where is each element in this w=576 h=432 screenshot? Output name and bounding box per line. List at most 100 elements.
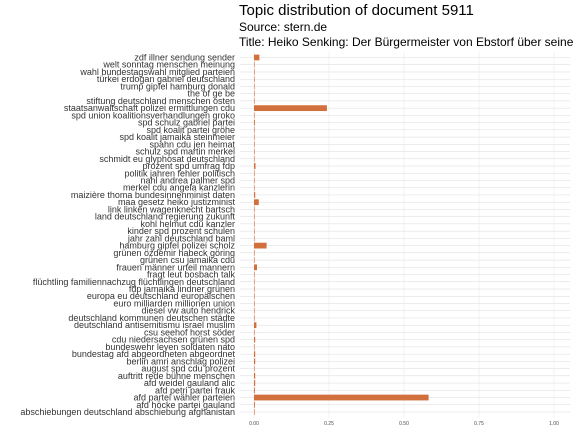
- y-tick-label: schmidt eu glyphosat deutschland: [99, 154, 235, 164]
- y-tick-label: europa eu deutschland europäischen: [87, 291, 235, 301]
- bar: [254, 228, 255, 235]
- grid-lines: [240, 51, 570, 418]
- y-tick-label: diesel vw auto hendrick: [141, 306, 235, 316]
- y-tick-label: spd schulz gabriel partei: [138, 118, 235, 128]
- y-tick-label: august spd cdu prozent: [141, 364, 235, 374]
- chart-titles: Topic distribution of document 5911 Sour…: [239, 2, 576, 50]
- bar: [254, 293, 255, 300]
- y-tick-label: spd koalit jamaika steinmeier: [119, 132, 235, 142]
- bar: [254, 365, 255, 372]
- bar: [254, 286, 255, 292]
- y-tick-label: prozent spd umfrag fdp: [142, 161, 235, 171]
- bar: [254, 322, 257, 329]
- bar: [254, 372, 256, 379]
- y-tick-label: jahr zahl deutschland baml: [127, 233, 235, 243]
- y-tick-label: abschiebungen deutschland abschiebung af…: [20, 407, 235, 417]
- bar: [254, 264, 257, 271]
- y-tick-label: auftritt rede bühne menschen: [118, 371, 235, 381]
- bar: [254, 126, 255, 133]
- x-tick-label: 0.25: [324, 421, 334, 427]
- bar: [254, 387, 255, 394]
- y-tick-label: maizière thoma bundesinnenminist daten: [71, 190, 235, 200]
- bar: [254, 242, 267, 249]
- y-tick-label: zdf illner sendung sender: [134, 53, 235, 63]
- bar: [254, 307, 255, 314]
- bar: [254, 343, 255, 350]
- chart-title: Topic distribution of document 5911: [239, 2, 474, 19]
- bar: [254, 90, 255, 97]
- y-tick-label: bundestag afd abgeordneten abgeordnet: [72, 349, 236, 359]
- y-tick-label: türkei erdogan gabriel deutschland: [97, 74, 235, 84]
- y-tick-label: politik jahren fehler politisch: [124, 168, 235, 178]
- y-tick-label: bundeswehr leyen soldaten nato: [105, 342, 235, 352]
- y-tick-label: merkel cdu angela kanzlerin: [123, 183, 235, 193]
- y-tick-label: trump gipfel hamburg donald: [120, 81, 235, 91]
- y-tick-label: hamburg gipfel polizei scholz: [119, 241, 235, 251]
- y-tick-label: stiftung deutschland menschen osten: [86, 96, 235, 106]
- y-tick-label: land deutschland regierung zukunft: [95, 212, 236, 222]
- y-tick-label: deutschland kommunen deutschen städte: [68, 313, 235, 323]
- chart-subtitle-source: Source: stern.de: [239, 20, 328, 34]
- bar: [254, 105, 327, 112]
- y-tick-label: staatsanwaltschaft polizei ermittlungen …: [64, 103, 235, 113]
- bar: [254, 170, 255, 177]
- bar: [254, 163, 256, 169]
- bar: [254, 69, 255, 75]
- y-tick-label: kinder spd prozent schulen: [127, 226, 235, 236]
- y-tick-label: grünen csu jamaika cdu: [140, 255, 235, 265]
- bar: [254, 380, 256, 386]
- bar: [254, 351, 256, 358]
- y-tick-label: grünen özdemir habeck göring: [113, 248, 235, 258]
- bar: [254, 300, 255, 307]
- x-axis-labels: 0.00 0.25 0.50 0.75 1.00: [249, 421, 559, 427]
- bar: [254, 329, 255, 336]
- bar: [254, 257, 255, 263]
- y-tick-label: euro milliarden millionen union: [113, 298, 235, 308]
- y-tick-label: welt sonntag menschen meinung: [102, 60, 235, 70]
- x-tick-label: 0.75: [474, 421, 484, 427]
- y-tick-label: csu seehof horst söder: [144, 327, 235, 337]
- bar: [254, 83, 255, 90]
- bar: [254, 119, 255, 126]
- y-tick-label: nahl andrea palmer spd: [140, 175, 235, 185]
- y-tick-label: kohl helmut cdu kanzler: [140, 219, 235, 229]
- x-tick-label: 1.00: [549, 421, 559, 427]
- bar: [254, 235, 255, 242]
- y-tick-label: spahn cdu jen heimat: [149, 139, 235, 149]
- bar: [254, 141, 255, 148]
- y-tick-label: afd partei wähler parteien: [133, 393, 235, 403]
- bar: [254, 98, 255, 104]
- chart-subtitle-title: Title: Heiko Senking: Der Bürgermeister …: [239, 35, 574, 49]
- y-tick-label: wahl bundestagswahl mitglied parteien: [79, 67, 235, 77]
- y-tick-label: fdp jamaika lindner grünen: [129, 284, 235, 294]
- bar: [254, 112, 255, 119]
- y-tick-label: the of ge be: [187, 89, 235, 99]
- bar: [254, 206, 255, 213]
- y-tick-label: spd koalit partei gröhe: [146, 125, 235, 135]
- bar: [254, 134, 255, 140]
- bar: [254, 394, 429, 401]
- y-tick-label: afd weidel gauland alic: [144, 378, 236, 388]
- bar: [254, 155, 255, 162]
- x-tick-label: 0.00: [249, 421, 259, 427]
- bar: [254, 184, 255, 191]
- y-tick-label: fragt leut bosbach talk: [147, 270, 236, 280]
- y-tick-label: flüchtling familiennachzug flüchtlingen …: [33, 277, 235, 287]
- y-tick-label: afd höcke partei gauland: [136, 400, 235, 410]
- y-tick-label: frauen männer urteil mannern: [116, 262, 235, 272]
- bar: [254, 401, 255, 408]
- bar: [254, 192, 256, 198]
- bar: [254, 409, 255, 415]
- bar: [254, 271, 255, 278]
- bar: [254, 336, 256, 343]
- bar: [254, 54, 260, 61]
- bar: [254, 278, 255, 285]
- y-tick-label: cdu niedersachsen grünen spd: [112, 335, 235, 345]
- bar: [254, 148, 255, 155]
- y-tick-label: deutschland antisemitismu israel muslim: [74, 320, 235, 330]
- y-tick-label: spd union koalitionsverhandlungen groko: [71, 110, 235, 120]
- bar: [254, 358, 256, 365]
- bar: [254, 177, 255, 184]
